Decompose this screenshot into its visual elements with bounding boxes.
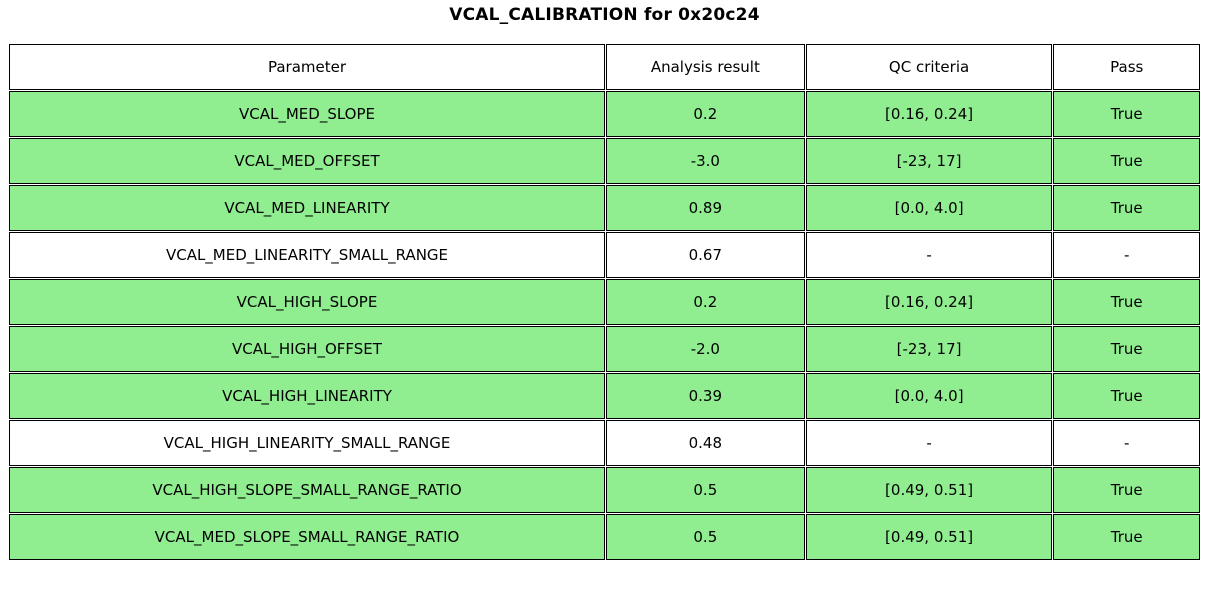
analysis-result-cell: 0.39 — [606, 373, 805, 419]
table-row: VCAL_MED_LINEARITY_SMALL_RANGE 0.67- - — [9, 232, 1200, 278]
table-row: VCAL_MED_SLOPE_SMALL_RANGE_RATIO 0.5 [0.49… — [9, 514, 1200, 560]
analysis-result-cell: 0.5 — [606, 467, 805, 513]
table-row: VCAL_HIGH_LINEARITY 0.39 [0.0, 4.0] True — [9, 373, 1200, 419]
table-row: VCAL_HIGH_SLOPE_SMALL_RANGE_RATIO 0.5 [0.4… — [9, 467, 1200, 513]
pass-cell: True — [1053, 326, 1200, 372]
parameter-cell: VCAL_HIGH_LINEARITY_SMALL_RANGE — [9, 420, 605, 466]
qc-criteria-cell: [0.0, 4.0] — [805, 185, 1053, 231]
table-header: Parameter Analysis result QC criteria Pa… — [9, 44, 1200, 90]
parameter-cell: VCAL_MED_SLOPE — [9, 91, 605, 137]
table-row: VCAL_HIGH_SLOPE 0.2 [0.16, 0.24] True — [9, 279, 1200, 325]
analysis-result-cell: 0.2 — [606, 91, 805, 137]
qc-criteria-cell: [0.49, 0.51] — [805, 514, 1053, 560]
page-title: VCAL_CALIBRATION for 0x20c24 — [449, 5, 760, 25]
qc-criteria-cell: [0.16, 0.24] — [805, 91, 1053, 137]
analysis-result-cell: 0.48 — [606, 420, 805, 466]
qc-criteria-cell: [0.16, 0.24] — [805, 279, 1053, 325]
qc-criteria-cell: [0.0, 4.0] — [805, 373, 1053, 419]
pass-cell: - — [1053, 420, 1200, 466]
table-body: VCAL_MED_SLOPE 0.2 [0.16, 0.24] True VCAL_ME… — [9, 91, 1200, 560]
analysis-result-cell: 0.2 — [606, 279, 805, 325]
qc-results-table: Parameter Analysis result QC criteria Pa… — [8, 43, 1201, 561]
column-header-analysis-result: Analysis result — [606, 44, 805, 90]
column-header-pass: Pass — [1053, 44, 1200, 90]
table-row: VCAL_MED_SLOPE 0.2 [0.16, 0.24] True — [9, 91, 1200, 137]
header-row: Parameter Analysis result QC criteria Pa… — [9, 44, 1200, 90]
qc-criteria-cell: - — [805, 232, 1053, 278]
parameter-cell: VCAL_MED_OFFSET — [9, 138, 605, 184]
parameter-cell: VCAL_MED_LINEARITY — [9, 185, 605, 231]
pass-cell: True — [1053, 467, 1200, 513]
pass-cell: True — [1053, 279, 1200, 325]
analysis-result-cell: 0.89 — [606, 185, 805, 231]
column-header-parameter: Parameter — [9, 44, 605, 90]
parameter-cell: VCAL_MED_SLOPE_SMALL_RANGE_RATIO — [9, 514, 605, 560]
pass-cell: True — [1053, 373, 1200, 419]
pass-cell: True — [1053, 514, 1200, 560]
parameter-cell: VCAL_MED_LINEARITY_SMALL_RANGE — [9, 232, 605, 278]
parameter-cell: VCAL_HIGH_SLOPE — [9, 279, 605, 325]
pass-cell: True — [1053, 91, 1200, 137]
analysis-result-cell: -2.0 — [606, 326, 805, 372]
parameter-cell: VCAL_HIGH_SLOPE_SMALL_RANGE_RATIO — [9, 467, 605, 513]
table-row: VCAL_HIGH_LINEARITY_SMALL_RANGE 0.48- - — [9, 420, 1200, 466]
qc-criteria-cell: [-23, 17] — [805, 138, 1053, 184]
qc-criteria-cell: - — [805, 420, 1053, 466]
parameter-cell: VCAL_HIGH_LINEARITY — [9, 373, 605, 419]
pass-cell: True — [1053, 138, 1200, 184]
table-row: VCAL_MED_OFFSET -3.0 [-23, 17] True — [9, 138, 1200, 184]
parameter-cell: VCAL_HIGH_OFFSET — [9, 326, 605, 372]
column-header-qc-criteria: QC criteria — [805, 44, 1053, 90]
table-row: VCAL_MED_LINEARITY 0.89 [0.0, 4.0] True — [9, 185, 1200, 231]
qc-criteria-cell: [0.49, 0.51] — [805, 467, 1053, 513]
analysis-result-cell: 0.67 — [606, 232, 805, 278]
analysis-result-cell: 0.5 — [606, 514, 805, 560]
pass-cell: - — [1053, 232, 1200, 278]
table-row: VCAL_HIGH_OFFSET -2.0 [-23, 17] True — [9, 326, 1200, 372]
analysis-result-cell: -3.0 — [606, 138, 805, 184]
pass-cell: True — [1053, 185, 1200, 231]
qc-criteria-cell: [-23, 17] — [805, 326, 1053, 372]
